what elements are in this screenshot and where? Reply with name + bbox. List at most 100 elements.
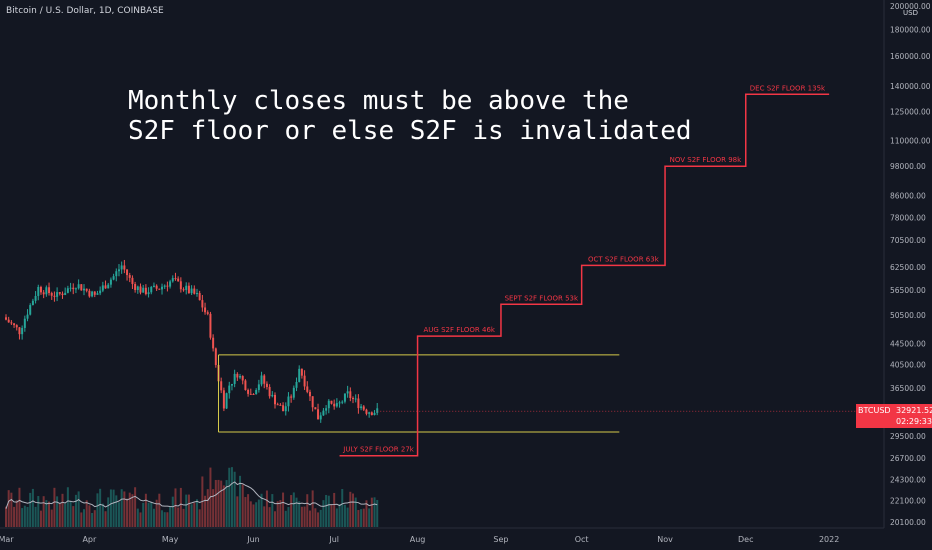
volume-bar bbox=[252, 504, 255, 527]
annotation-text: Monthly closes must be above the S2F flo… bbox=[128, 86, 692, 146]
candle-body bbox=[306, 386, 309, 392]
candle-body bbox=[252, 394, 255, 396]
candle-body bbox=[50, 293, 53, 296]
volume-bar bbox=[120, 489, 123, 527]
volume-bar bbox=[101, 503, 104, 527]
s2f-floor-label: DEC S2F FLOOR 135k bbox=[750, 84, 826, 92]
volume-bar bbox=[31, 488, 34, 527]
candle-body bbox=[58, 292, 61, 294]
candle-body bbox=[161, 286, 164, 290]
candle-body bbox=[236, 373, 239, 378]
y-tick-label: 20100.00 bbox=[890, 518, 926, 527]
candle-body bbox=[325, 408, 328, 411]
volume-bar bbox=[330, 504, 333, 527]
volume-bar bbox=[228, 467, 231, 527]
candle-body bbox=[263, 375, 266, 384]
volume-bar bbox=[131, 494, 134, 527]
candle-body bbox=[15, 325, 18, 328]
candle-body bbox=[77, 284, 80, 289]
candle-body bbox=[23, 318, 26, 328]
candle-body bbox=[333, 403, 336, 407]
candle-body bbox=[249, 393, 252, 395]
volume-bar bbox=[147, 502, 150, 527]
candle-body bbox=[18, 327, 21, 335]
candle-body bbox=[204, 307, 207, 313]
x-tick-label: May bbox=[162, 535, 179, 544]
volume-bar bbox=[163, 512, 166, 527]
volume-bar bbox=[263, 506, 266, 527]
candle-body bbox=[91, 291, 94, 297]
volume-bar bbox=[5, 506, 7, 527]
volume-bar bbox=[166, 512, 169, 527]
candle-body bbox=[327, 400, 330, 409]
volume-bar bbox=[96, 493, 99, 527]
volume-bar bbox=[370, 497, 373, 527]
candle-body bbox=[282, 405, 285, 412]
candle-body bbox=[354, 398, 357, 400]
volume-bar bbox=[18, 487, 21, 527]
candle-body bbox=[72, 287, 75, 290]
volume-bar bbox=[233, 471, 236, 527]
candle-body bbox=[330, 400, 333, 404]
volume-bar bbox=[61, 493, 64, 527]
candle-body bbox=[150, 286, 153, 293]
candle-body bbox=[349, 391, 352, 399]
candle-body bbox=[104, 285, 107, 289]
candle-body bbox=[112, 276, 115, 280]
candle-body bbox=[39, 286, 42, 293]
y-tick-label: 24300.00 bbox=[890, 475, 926, 484]
candle-body bbox=[341, 401, 344, 403]
candle-body bbox=[233, 373, 236, 384]
volume-bar bbox=[282, 492, 285, 527]
candle-body bbox=[7, 319, 10, 323]
y-tick-label: 78000.00 bbox=[890, 213, 926, 222]
volume-bar bbox=[306, 494, 309, 527]
volume-bar bbox=[257, 499, 260, 527]
candle-body bbox=[362, 406, 365, 410]
volume-bar bbox=[155, 499, 158, 527]
volume-bar bbox=[333, 492, 336, 527]
volume-bar bbox=[134, 487, 137, 527]
candle-body bbox=[134, 283, 137, 291]
x-tick-label: Aug bbox=[410, 535, 426, 544]
volume-bar bbox=[13, 506, 16, 527]
volume-bar bbox=[303, 506, 306, 527]
candle-body bbox=[343, 393, 346, 402]
y-tick-label: 26700.00 bbox=[890, 454, 926, 463]
x-tick-label: Dec bbox=[738, 535, 753, 544]
candle-body bbox=[247, 389, 250, 394]
x-tick-label: Sep bbox=[493, 535, 508, 544]
volume-bar bbox=[239, 475, 242, 527]
candle-body bbox=[370, 412, 373, 416]
candle-body bbox=[298, 368, 301, 382]
candle-body bbox=[99, 290, 102, 294]
candle-body bbox=[166, 285, 169, 287]
candle-body bbox=[179, 281, 182, 290]
volume-bar bbox=[204, 495, 207, 527]
candle-body bbox=[295, 381, 298, 388]
volume-bar bbox=[249, 501, 252, 527]
volume-ma-line bbox=[5, 481, 378, 509]
candle-body bbox=[5, 317, 7, 320]
volume-bar bbox=[93, 510, 96, 527]
volume-bar bbox=[185, 494, 188, 527]
s2f-floor-label: SEPT S2F FLOOR 53k bbox=[505, 294, 579, 302]
volume-bar bbox=[222, 485, 225, 527]
y-tick-label: 40500.00 bbox=[890, 361, 926, 370]
volume-bar bbox=[152, 508, 155, 527]
y-tick-label: 180000.00 bbox=[890, 26, 931, 35]
y-tick-label: 98000.00 bbox=[890, 162, 926, 171]
candle-body bbox=[109, 279, 112, 285]
x-tick-label: Mar bbox=[0, 535, 14, 544]
candle-body bbox=[144, 287, 147, 295]
candle-body bbox=[241, 376, 244, 381]
candle-body bbox=[190, 288, 193, 294]
y-tick-label: 200000.00 bbox=[890, 2, 931, 11]
volume-bar bbox=[15, 500, 18, 527]
volume-bar bbox=[193, 502, 196, 527]
volume-bar bbox=[268, 507, 271, 527]
candle-body bbox=[85, 288, 88, 291]
candle-body bbox=[142, 287, 145, 293]
volume-bar bbox=[325, 494, 328, 527]
